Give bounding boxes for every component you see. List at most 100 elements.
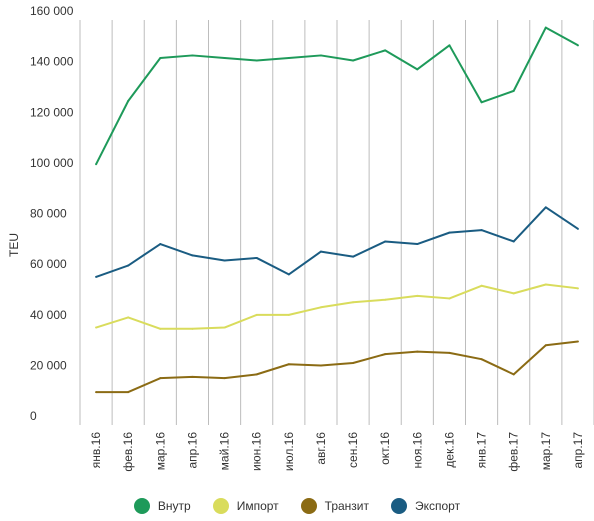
series-line <box>95 206 579 278</box>
line-chart: 0 20 000 40 000 60 000 80 000 100 000 120 000 1… <box>7 4 594 472</box>
data-point <box>159 56 162 59</box>
data-point <box>95 326 98 329</box>
data-point <box>95 163 98 166</box>
x-tick-label: апр.16 <box>185 432 199 469</box>
y-tick-label: 20 000 <box>30 358 67 372</box>
data-point <box>319 364 322 367</box>
x-tick-label: дек.16 <box>442 432 456 468</box>
data-point <box>576 287 579 290</box>
data-point <box>448 44 451 47</box>
legend-item[interactable]: Внутр <box>133 498 191 514</box>
x-tick-label: янв.16 <box>89 432 103 469</box>
data-point <box>416 294 419 297</box>
data-point <box>319 250 322 253</box>
x-tick-label: авг.16 <box>314 432 328 465</box>
legend-swatch <box>212 498 229 514</box>
data-point <box>384 353 387 356</box>
data-point <box>352 59 355 62</box>
y-tick-label: 40 000 <box>30 308 67 322</box>
data-point <box>159 377 162 380</box>
data-point <box>576 227 579 230</box>
series-line <box>96 340 579 394</box>
data-point <box>255 59 258 62</box>
series-lines <box>95 26 579 394</box>
data-point <box>223 377 226 380</box>
data-point <box>512 292 515 295</box>
data-point <box>95 391 98 394</box>
y-tick-label: 120 000 <box>30 105 74 119</box>
data-point <box>352 361 355 364</box>
data-point <box>191 254 194 257</box>
data-point <box>191 375 194 378</box>
x-tick-label: фев.16 <box>121 432 135 472</box>
gridlines <box>79 20 594 425</box>
data-point <box>448 351 451 354</box>
data-point <box>384 298 387 301</box>
data-point <box>287 363 290 366</box>
y-tick-label: 100 000 <box>30 156 74 170</box>
x-tick-label: май.16 <box>218 432 232 471</box>
legend-label: Экспорт <box>415 499 461 513</box>
legend-label: Транзит <box>324 499 369 513</box>
data-point <box>480 101 483 104</box>
data-point <box>191 54 194 57</box>
legend-item[interactable]: Импорт <box>212 498 279 514</box>
data-point <box>448 231 451 234</box>
data-point <box>480 229 483 232</box>
data-point <box>319 54 322 57</box>
y-tick-label: 160 000 <box>30 4 74 18</box>
data-point <box>223 56 226 59</box>
x-axis-ticks: янв.16 фев.16 мар.16 апр.16 май.16 июн.16 июл.… <box>89 432 585 472</box>
data-point <box>191 327 194 330</box>
data-point <box>255 373 258 376</box>
data-point <box>416 350 419 353</box>
x-tick-label: янв.17 <box>475 432 489 469</box>
data-point <box>512 373 515 376</box>
data-point <box>544 206 547 209</box>
data-point <box>255 313 258 316</box>
x-tick-label: фев.17 <box>507 432 521 472</box>
data-point <box>159 327 162 330</box>
y-axis-title: TEU <box>7 233 21 257</box>
data-point <box>159 243 162 246</box>
x-tick-label: мар.16 <box>153 432 167 471</box>
data-point <box>480 358 483 361</box>
data-point <box>287 313 290 316</box>
x-tick-label: сен.16 <box>346 432 360 468</box>
data-point <box>480 284 483 287</box>
data-point <box>384 240 387 243</box>
data-point <box>127 264 130 267</box>
y-tick-label: 140 000 <box>30 55 74 69</box>
data-point <box>448 297 451 300</box>
data-point <box>416 68 419 71</box>
data-point <box>352 255 355 258</box>
data-point <box>544 344 547 347</box>
series-line <box>95 26 579 165</box>
data-point <box>127 391 130 394</box>
data-point <box>287 273 290 276</box>
legend-swatch <box>391 498 407 514</box>
series-line <box>95 283 579 330</box>
data-point <box>544 26 547 29</box>
data-point <box>287 56 290 59</box>
data-point <box>416 243 419 246</box>
data-point <box>95 275 98 278</box>
legend: Внутр Импорт Транзит Экспорт <box>0 492 594 520</box>
legend-swatch <box>300 498 317 514</box>
y-tick-label: 80 000 <box>30 207 67 221</box>
legend-label: Внутр <box>157 499 191 513</box>
data-point <box>319 306 322 309</box>
data-point <box>384 49 387 52</box>
y-axis-ticks: 0 20 000 40 000 60 000 80 000 100 000 120 000 1… <box>30 4 74 423</box>
data-point <box>512 89 515 92</box>
legend-item[interactable]: Транзит <box>300 498 369 514</box>
y-tick-label: 0 <box>30 409 37 423</box>
data-point <box>223 326 226 329</box>
x-tick-label: июл.16 <box>282 432 296 471</box>
data-point <box>352 301 355 304</box>
x-tick-label: окт.16 <box>378 432 392 465</box>
y-tick-label: 60 000 <box>30 257 67 271</box>
data-point <box>512 240 515 243</box>
x-tick-label: ноя.16 <box>410 432 424 469</box>
legend-item[interactable]: Экспорт <box>391 498 460 514</box>
